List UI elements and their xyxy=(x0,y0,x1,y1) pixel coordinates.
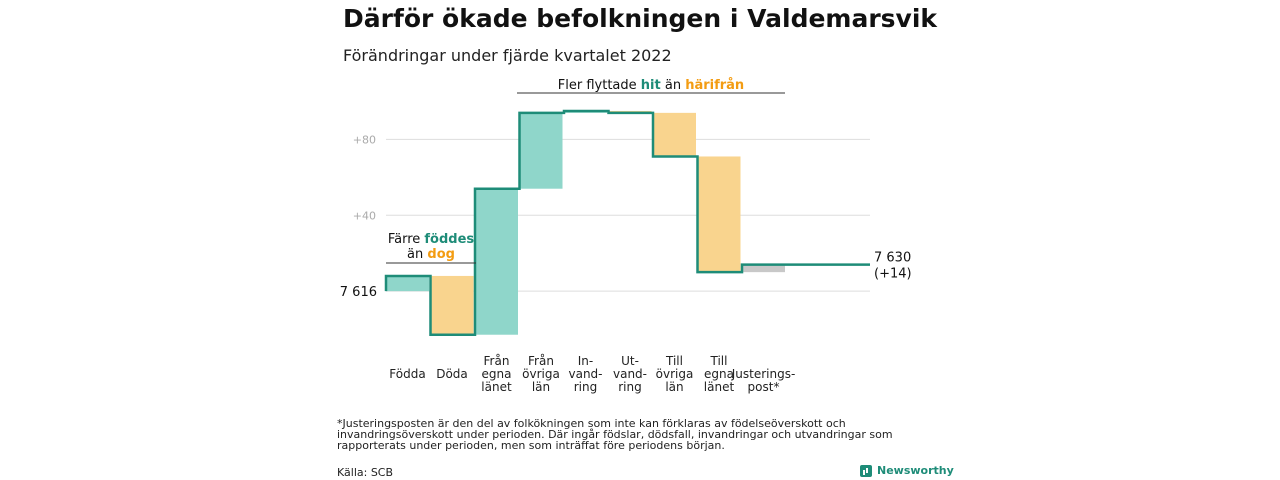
category-label: övriga xyxy=(522,367,560,381)
category-label: Till xyxy=(665,354,683,368)
waterfall-bar xyxy=(475,188,518,335)
waterfall-bar xyxy=(697,156,741,273)
category-label: ring xyxy=(618,380,642,394)
category-label: Från xyxy=(528,354,554,368)
waterfall-bar xyxy=(653,112,696,157)
category-label: vand- xyxy=(613,367,647,381)
category-label: egna xyxy=(482,367,512,381)
category-label: Döda xyxy=(436,367,468,381)
end-change-label: (+14) xyxy=(874,267,912,282)
waterfall-bar xyxy=(430,275,474,335)
annotation-left-line2: än dog xyxy=(407,247,455,262)
category-label: övriga xyxy=(656,367,694,381)
footnote: *Justeringsposten är den del av folkökni… xyxy=(337,417,893,452)
chart-subtitle: Förändringar under fjärde kvartalet 2022 xyxy=(343,46,672,65)
category-label: vand- xyxy=(568,367,602,381)
category-label: ring xyxy=(574,380,598,394)
brand-name: Newsworthy xyxy=(877,464,954,477)
end-value-label: 7 630 xyxy=(874,251,911,266)
category-label: Justerings- xyxy=(731,367,796,381)
source-label: Källa: SCB xyxy=(337,466,394,479)
waterfall-bar xyxy=(519,112,563,189)
waterfall-bar xyxy=(386,275,429,292)
category-label: län xyxy=(532,380,550,394)
category-label: län xyxy=(665,380,683,394)
category-label: Från xyxy=(484,354,510,368)
step-line xyxy=(384,109,870,336)
annotation-left-line1: Färre föddes xyxy=(388,232,475,247)
category-label: Till xyxy=(710,354,728,368)
category-label: post* xyxy=(748,380,780,394)
category-label: Födda xyxy=(389,367,425,381)
category-label: länet xyxy=(481,380,512,394)
start-value-label: 7 616 xyxy=(340,285,377,300)
category-label: In- xyxy=(578,354,593,368)
brand-logo: Newsworthy xyxy=(860,464,954,477)
annotation-right: Fler flyttade hit än härifrån xyxy=(558,78,744,93)
waterfall-bar xyxy=(742,264,785,273)
category-label: länet xyxy=(704,380,735,394)
y-tick-label: +80 xyxy=(353,133,376,146)
chart-title: Därför ökade befolkningen i Valdemarsvik xyxy=(343,4,938,33)
category-label: egna xyxy=(704,367,734,381)
newsworthy-icon xyxy=(860,464,872,477)
category-label: Ut- xyxy=(621,354,639,368)
y-tick-label: +40 xyxy=(353,209,376,222)
